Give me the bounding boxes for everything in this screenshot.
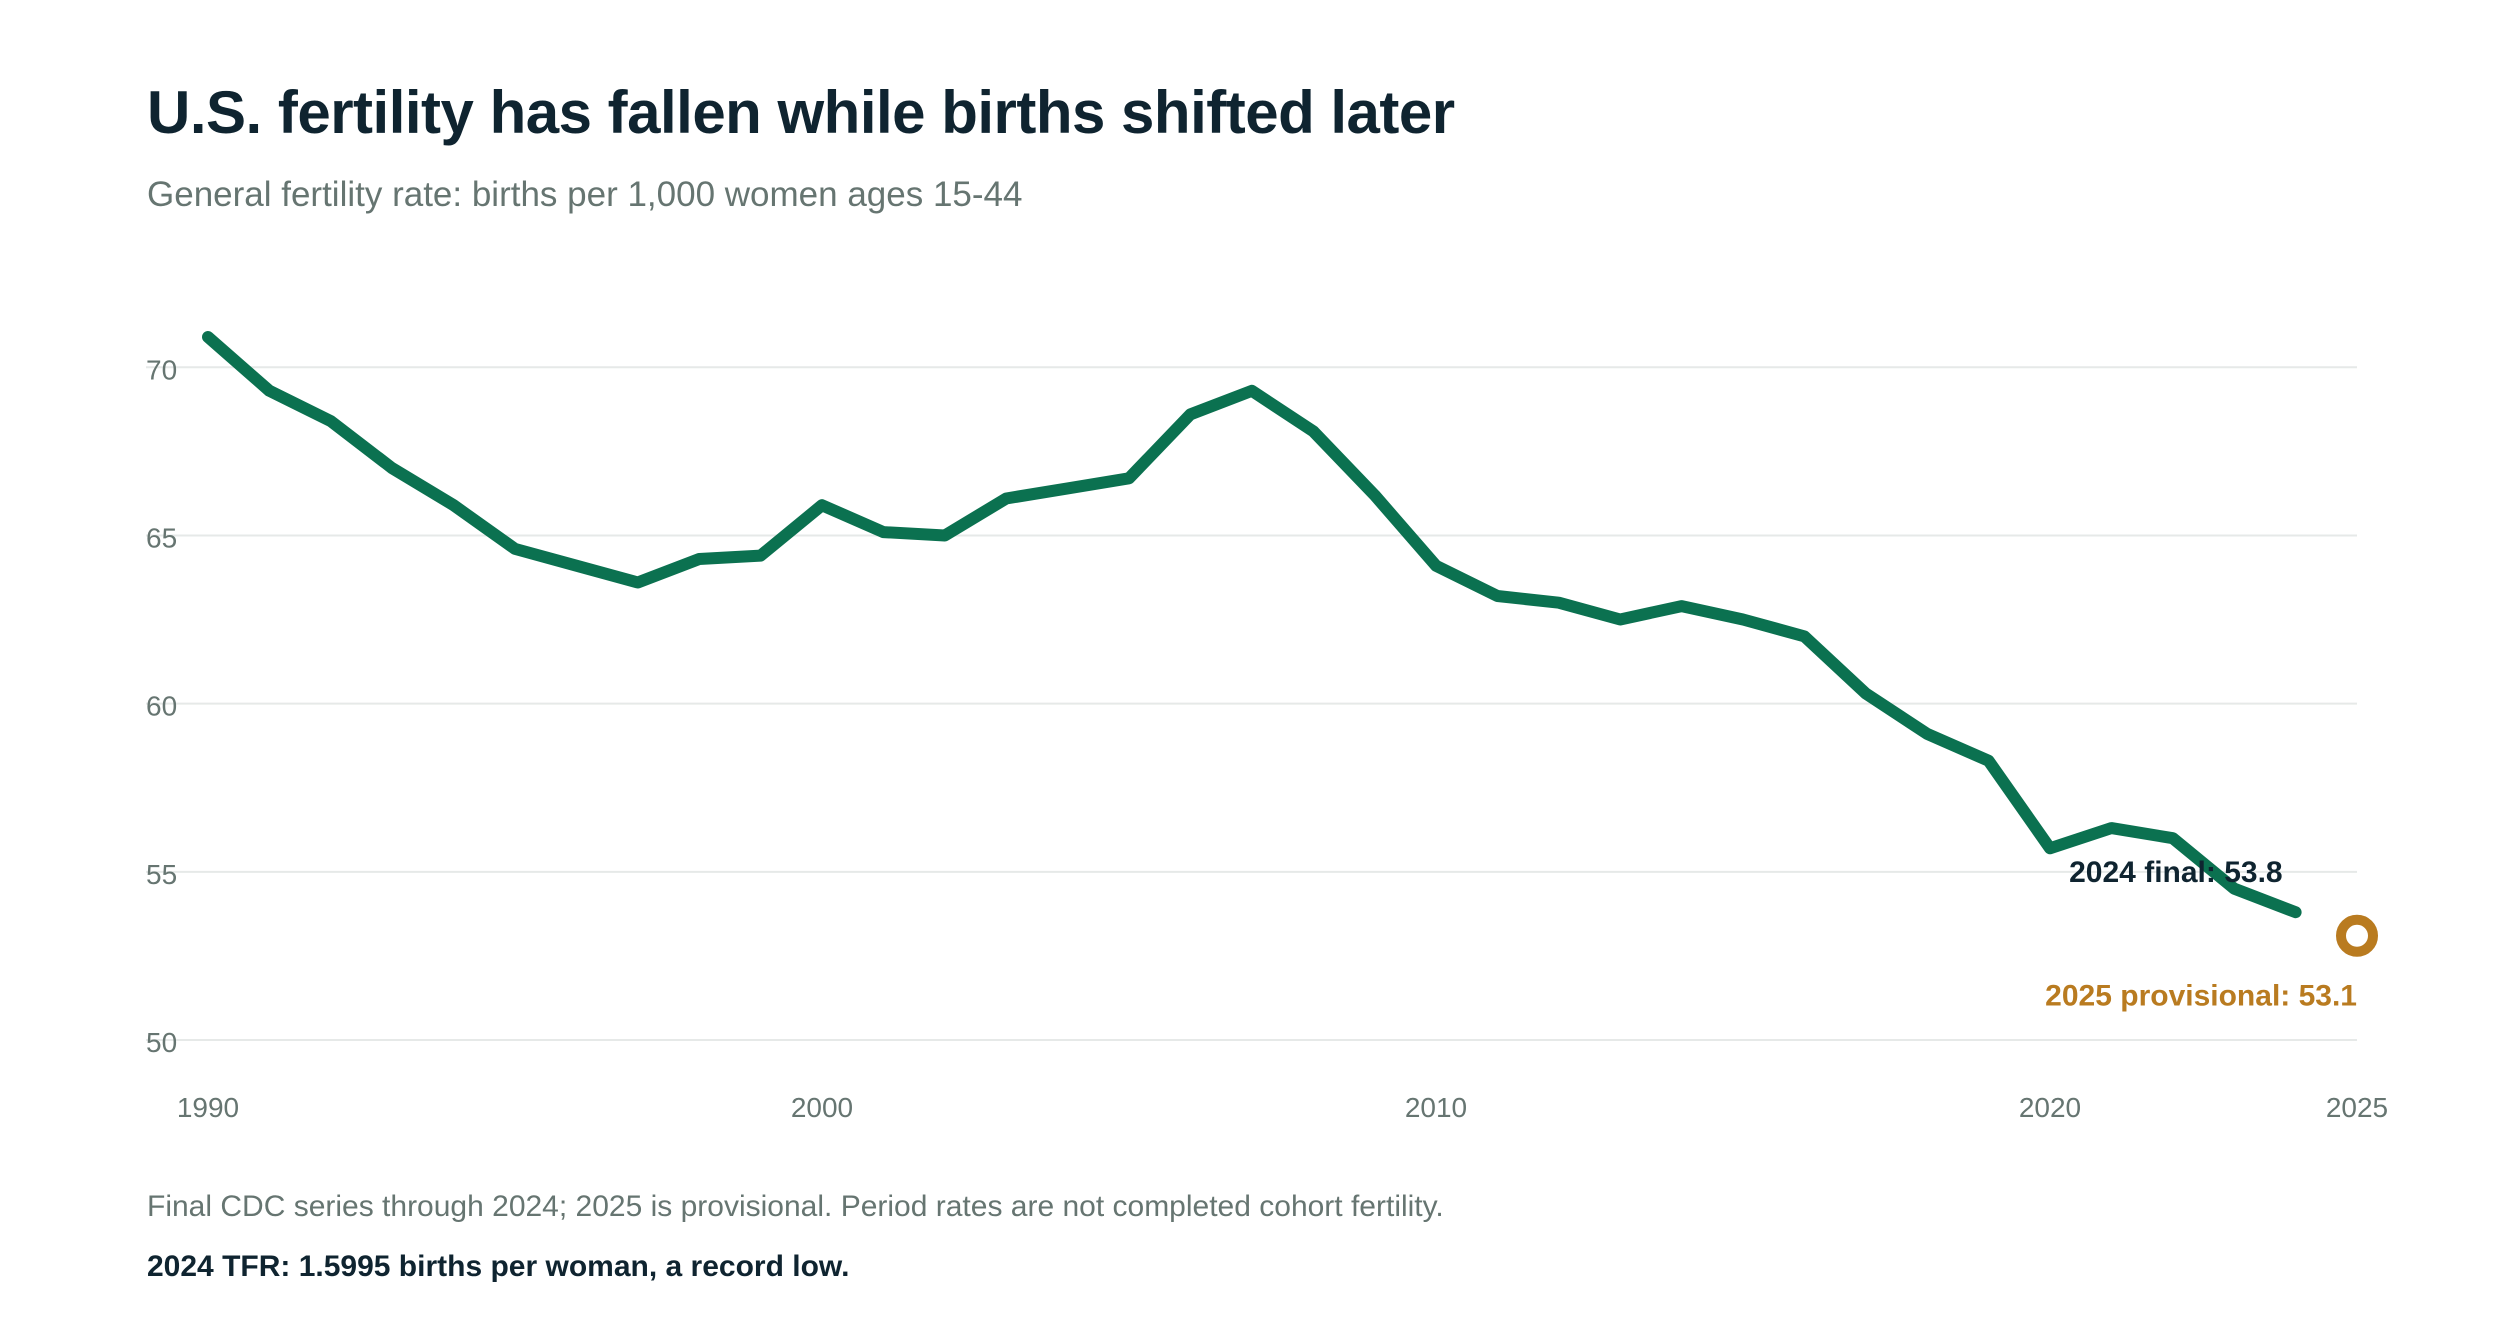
data-point-2003 [1000, 492, 1012, 504]
data-point-1998 [693, 553, 705, 565]
data-point-2009 [1369, 489, 1381, 501]
data-point-2007 [1246, 385, 1258, 397]
annotation-2025-provisional: 2025 provisional: 53.1 [2045, 980, 2357, 1013]
x-tick-label-2020: 2020 [2019, 1092, 2081, 1123]
chart-title: U.S. fertility has fallen while births s… [147, 79, 1455, 146]
x-axis-ticks: 1990 2000 2010 2020 2025 [177, 1092, 2388, 1123]
data-point-2001 [877, 526, 889, 538]
data-point-1996 [570, 560, 582, 572]
data-point-1999 [755, 550, 767, 562]
series-line-0 [202, 331, 2302, 919]
x-tick-label-2000: 2000 [791, 1092, 853, 1123]
highlight-note: 2024 TFR: 1.5995 births per woman, a rec… [147, 1250, 850, 1283]
data-point-2011 [1491, 590, 1503, 602]
gridlines [146, 366, 2357, 1041]
source-note: Final CDC series through 2024; 2025 is p… [147, 1190, 1444, 1223]
data-point-2016 [1798, 630, 1810, 642]
data-point-2017 [1860, 688, 1872, 700]
x-tick-label-1990: 1990 [177, 1092, 239, 1123]
data-point-1990 [202, 331, 214, 343]
data-point-2015 [1737, 614, 1749, 626]
y-tick-label-60: 60 [146, 691, 177, 722]
y-tick-label-65: 65 [146, 522, 177, 553]
data-point-2013 [1614, 614, 1626, 626]
data-point-1994 [448, 499, 460, 511]
data-point-2012 [1553, 597, 1565, 609]
data-point-1992 [325, 415, 337, 427]
data-point-2002 [939, 529, 951, 541]
data-point-1995 [509, 543, 521, 555]
y-axis-ticks: 50 55 60 65 70 [146, 354, 177, 1058]
data-point-1991 [263, 385, 275, 397]
data-point-2004 [1062, 482, 1074, 494]
series-group [202, 331, 2378, 957]
data-point-2010 [1430, 560, 1442, 572]
annotation-2024-final: 2024 final: 53.8 [2069, 856, 2282, 889]
data-point-1997 [632, 577, 644, 589]
data-point-2008 [1307, 425, 1319, 437]
data-point-2005 [1123, 472, 1135, 484]
x-tick-label-2010: 2010 [1405, 1092, 1467, 1123]
y-tick-label-70: 70 [146, 354, 177, 385]
data-point-2018 [1921, 728, 1933, 740]
data-point-2000 [816, 499, 828, 511]
y-tick-label-55: 55 [146, 859, 177, 890]
data-point-2014 [1676, 600, 1688, 612]
annotations: 2024 final: 53.8 2025 provisional: 53.1 [2045, 856, 2357, 1013]
data-point-2021 [2105, 822, 2117, 834]
data-point-2022 [2167, 832, 2179, 844]
data-point-1993 [386, 462, 398, 474]
data-point-2024 [2290, 906, 2302, 918]
data-point-2019 [1983, 755, 1995, 767]
data-point-2020 [2044, 842, 2056, 854]
y-tick-label-50: 50 [146, 1027, 177, 1058]
provisional-point-2025 [2336, 914, 2378, 957]
chart-subtitle: General fertility rate: births per 1,000… [147, 175, 1023, 214]
data-point-2006 [1184, 408, 1196, 420]
x-tick-label-2025: 2025 [2326, 1092, 2388, 1123]
